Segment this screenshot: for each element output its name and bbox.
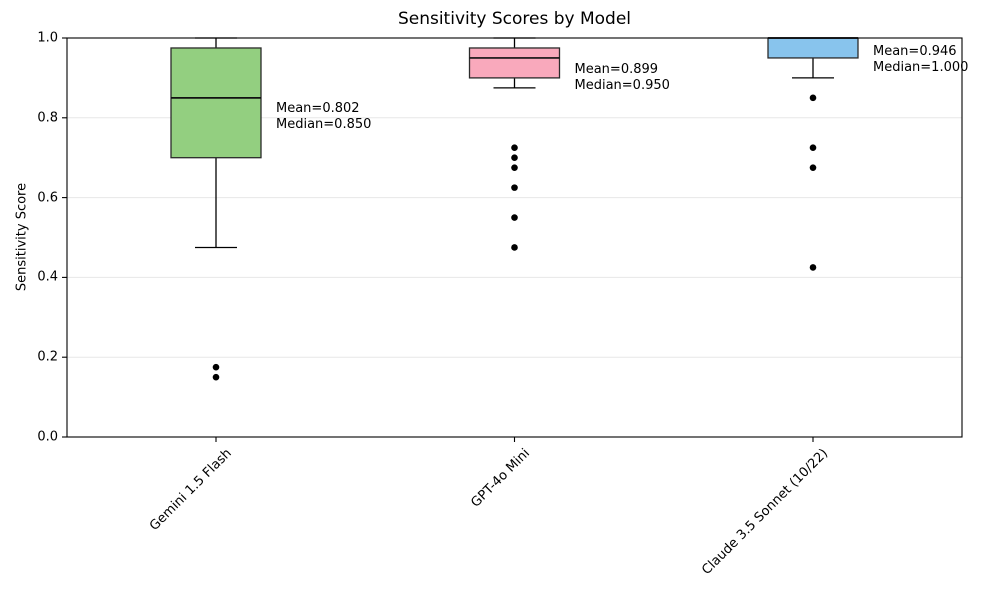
outlier-point bbox=[511, 244, 518, 251]
outlier-point bbox=[511, 144, 518, 152]
y-tick-label: 1.0 bbox=[37, 30, 58, 46]
outlier-point bbox=[511, 184, 518, 191]
mean-value-label: Mean=0.802 bbox=[276, 101, 360, 116]
outlier-point bbox=[809, 144, 817, 152]
y-tick-label: 0.0 bbox=[37, 429, 58, 445]
stats-annotation: Mean=0.802 Median=0.850 bbox=[276, 101, 371, 133]
outlier-point bbox=[511, 214, 518, 221]
mean-value-label: Mean=0.899 bbox=[574, 62, 659, 78]
stats-annotation: Mean=0.946 Median=1.000 bbox=[873, 44, 968, 76]
outlier-point bbox=[511, 164, 518, 171]
median-value-label: Median=1.000 bbox=[873, 59, 969, 75]
median-value-label: Median=0.850 bbox=[276, 117, 372, 132]
y-tick-label: 0.4 bbox=[37, 269, 58, 285]
stats-annotation: Mean=0.899 Median=0.950 bbox=[575, 62, 670, 94]
outlier-point bbox=[809, 264, 817, 271]
box-1 bbox=[170, 47, 262, 159]
outlier-point bbox=[809, 94, 817, 102]
y-tick-label: 0.6 bbox=[37, 190, 58, 206]
median-value-label: Median=0.950 bbox=[574, 78, 670, 94]
chart-title: Sensitivity Scores by Model bbox=[397, 9, 632, 29]
outlier-point bbox=[212, 363, 220, 371]
outlier-point bbox=[809, 164, 817, 171]
y-tick-label: 0.2 bbox=[37, 349, 58, 365]
y-axis-label: Sensitivity Score bbox=[14, 182, 30, 292]
y-tick-label: 0.8 bbox=[37, 110, 58, 126]
box-2 bbox=[468, 47, 561, 79]
box-3 bbox=[767, 37, 859, 59]
outlier-point bbox=[511, 154, 518, 161]
mean-value-label: Mean=0.946 bbox=[873, 43, 957, 59]
outlier-point bbox=[212, 373, 220, 381]
